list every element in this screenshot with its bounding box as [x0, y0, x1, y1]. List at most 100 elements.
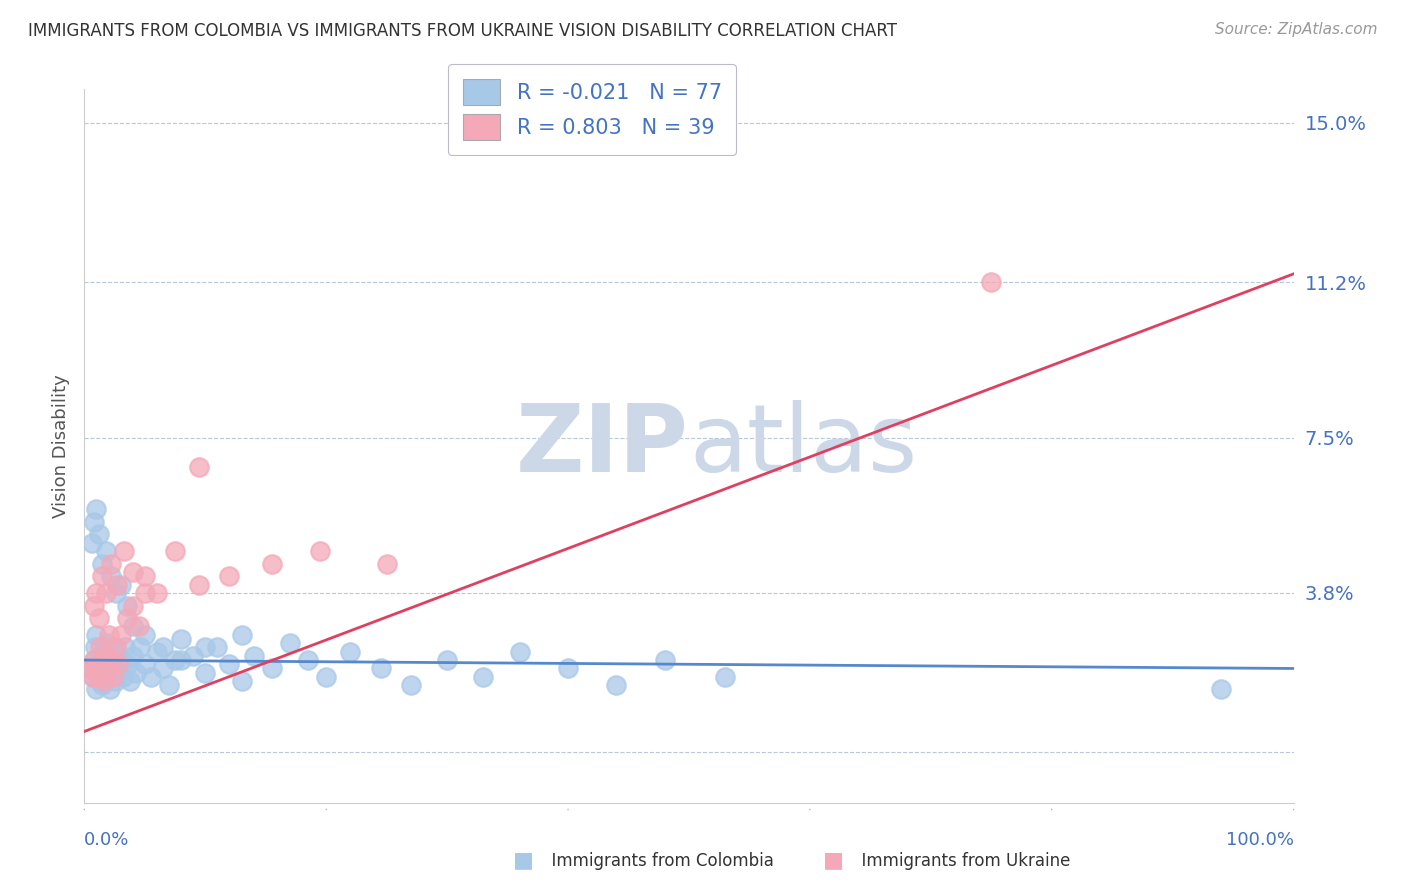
Point	[134, 569, 156, 583]
Point	[188, 577, 211, 591]
Point	[94, 586, 117, 600]
Point	[472, 670, 495, 684]
Point	[110, 653, 132, 667]
Point	[315, 670, 337, 684]
Point	[84, 640, 107, 655]
Point	[146, 586, 169, 600]
Point	[83, 599, 105, 613]
Point	[94, 670, 117, 684]
Text: IMMIGRANTS FROM COLOMBIA VS IMMIGRANTS FROM UKRAINE VISION DISABILITY CORRELATIO: IMMIGRANTS FROM COLOMBIA VS IMMIGRANTS F…	[28, 22, 897, 40]
Point	[114, 640, 136, 655]
Point	[100, 648, 122, 663]
Point	[121, 648, 143, 663]
Point	[110, 628, 132, 642]
Point	[207, 640, 229, 655]
Legend: R = -0.021   N = 77, R = 0.803   N = 39: R = -0.021 N = 77, R = 0.803 N = 39	[449, 64, 737, 155]
Text: 100.0%: 100.0%	[1226, 831, 1294, 849]
Text: ■: ■	[513, 850, 534, 870]
Point	[86, 682, 108, 697]
Point	[94, 665, 117, 680]
Point	[170, 653, 193, 667]
Text: ■: ■	[823, 850, 844, 870]
Point	[87, 611, 110, 625]
Point	[105, 648, 128, 663]
Point	[218, 569, 240, 583]
Point	[87, 670, 110, 684]
Point	[94, 653, 117, 667]
Point	[90, 665, 112, 680]
Point	[79, 661, 101, 675]
Point	[104, 657, 127, 672]
Point	[181, 648, 204, 663]
Point	[115, 611, 138, 625]
Point	[980, 275, 1002, 289]
Point	[146, 645, 169, 659]
Point	[86, 628, 108, 642]
Point	[509, 645, 531, 659]
Point	[370, 661, 392, 675]
Point	[104, 640, 127, 655]
Point	[339, 645, 361, 659]
Point	[112, 670, 135, 684]
Point	[86, 661, 108, 675]
Point	[97, 661, 120, 675]
Text: ZIP: ZIP	[516, 400, 689, 492]
Point	[91, 657, 114, 672]
Point	[82, 670, 104, 684]
Point	[105, 577, 128, 591]
Point	[83, 515, 105, 529]
Point	[399, 678, 422, 692]
Point	[93, 645, 115, 659]
Point	[97, 628, 120, 642]
Point	[96, 636, 118, 650]
Point	[86, 502, 108, 516]
Point	[86, 661, 108, 675]
Point	[557, 661, 579, 675]
Point	[242, 648, 264, 663]
Point	[104, 586, 127, 600]
Point	[139, 670, 162, 684]
Point	[94, 648, 117, 663]
Point	[107, 665, 129, 680]
Point	[93, 674, 115, 689]
Point	[89, 640, 111, 655]
Point	[89, 648, 111, 663]
Point	[375, 557, 398, 571]
Point	[91, 557, 114, 571]
Point	[121, 619, 143, 633]
Point	[605, 678, 627, 692]
Point	[91, 569, 114, 583]
Point	[87, 527, 110, 541]
Point	[98, 682, 121, 697]
Point	[125, 665, 148, 680]
Point	[117, 657, 139, 672]
Point	[101, 665, 124, 680]
Point	[309, 544, 332, 558]
Point	[83, 653, 105, 667]
Point	[152, 661, 174, 675]
Point	[86, 586, 108, 600]
Point	[128, 619, 150, 633]
Point	[100, 569, 122, 583]
Point	[194, 665, 217, 680]
Text: Immigrants from Colombia: Immigrants from Colombia	[541, 852, 775, 870]
Point	[231, 628, 253, 642]
Point	[134, 586, 156, 600]
Point	[91, 657, 114, 672]
Point	[170, 632, 193, 646]
Point	[231, 674, 253, 689]
Point	[157, 678, 180, 692]
Point	[107, 657, 129, 672]
Point	[120, 674, 142, 689]
Text: Immigrants from Ukraine: Immigrants from Ukraine	[851, 852, 1070, 870]
Point	[100, 653, 122, 667]
Point	[94, 544, 117, 558]
Point	[278, 636, 301, 650]
Point	[103, 640, 125, 655]
Point	[194, 640, 217, 655]
Point	[87, 674, 110, 689]
Point	[134, 657, 156, 672]
Point	[104, 674, 127, 689]
Point	[654, 653, 676, 667]
Text: 0.0%: 0.0%	[84, 831, 129, 849]
